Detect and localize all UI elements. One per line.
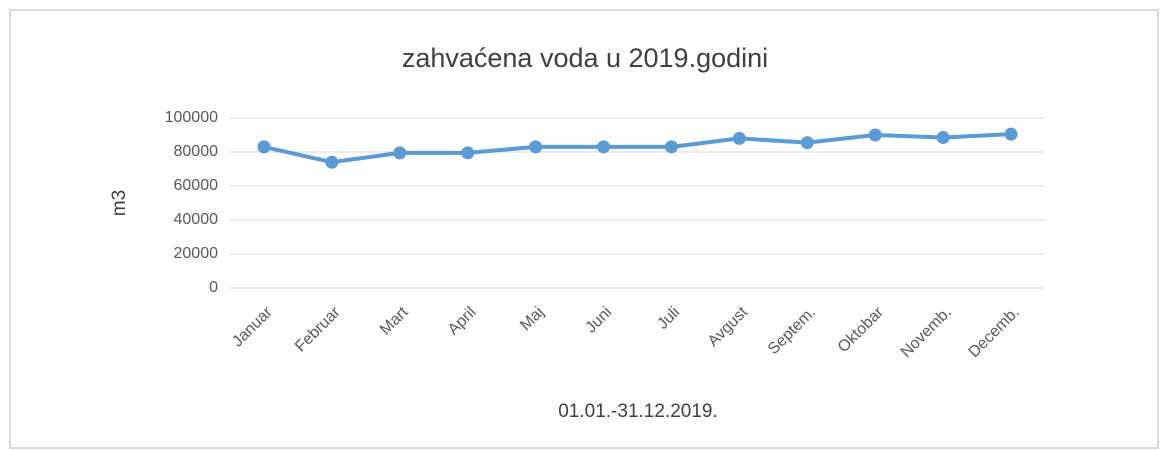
marker bbox=[257, 140, 271, 154]
marker bbox=[529, 140, 543, 154]
marker bbox=[1004, 127, 1018, 141]
line bbox=[263, 132, 1012, 165]
y-tick-label: 0 bbox=[209, 279, 218, 296]
marker bbox=[393, 146, 407, 160]
y-tick-label: 60000 bbox=[174, 177, 219, 194]
marker bbox=[800, 136, 814, 150]
chart-border bbox=[9, 9, 1159, 449]
y-tick-label: 20000 bbox=[174, 245, 219, 262]
marker bbox=[732, 131, 746, 145]
marker bbox=[461, 146, 475, 160]
marker bbox=[868, 128, 882, 142]
y-tick-label: 40000 bbox=[174, 211, 219, 228]
y-tick-label: 80000 bbox=[174, 143, 219, 160]
chart-title: zahvaćena voda u 2019.godini bbox=[402, 43, 768, 73]
marker bbox=[597, 140, 611, 154]
y-tick-label: 100000 bbox=[165, 109, 218, 126]
x-axis-label: 01.01.-31.12.2019. bbox=[558, 401, 718, 422]
marker bbox=[936, 131, 950, 145]
marker bbox=[664, 140, 678, 154]
marker bbox=[325, 155, 339, 169]
y-axis-label: m3 bbox=[109, 190, 130, 216]
